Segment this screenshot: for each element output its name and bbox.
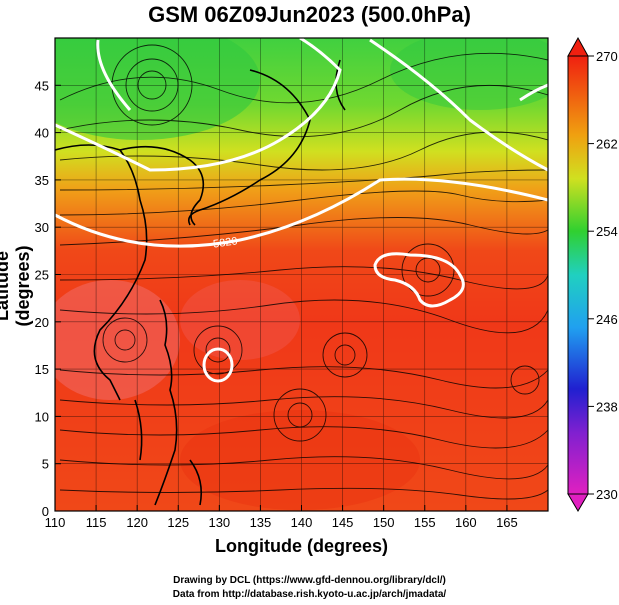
- colorbar-tick-label: 262: [596, 137, 618, 152]
- y-tick-label: 15: [35, 362, 49, 377]
- x-tick-label: 140: [291, 515, 313, 530]
- y-tick-label: 35: [35, 173, 49, 188]
- x-tick-label: 110: [45, 515, 66, 530]
- colorbar-tick-label: 246: [596, 312, 618, 327]
- colorbar-tick-label: 238: [596, 399, 618, 414]
- colorbar-top-arrow: [567, 36, 589, 57]
- colorbar-tick-label: 254: [596, 224, 618, 239]
- x-tick-label: 130: [208, 515, 230, 530]
- credit-data: Data from http://database.rish.kyoto-u.a…: [172, 589, 447, 600]
- x-tick-label: 155: [414, 515, 436, 530]
- colorbar-tick-label: 270: [596, 49, 618, 64]
- y-tick-label: 25: [35, 268, 49, 283]
- y-tick-label: 0: [42, 504, 49, 519]
- x-tick-label: 125: [167, 515, 189, 530]
- height-contours: [55, 38, 548, 383]
- x-tick-label: 150: [373, 515, 395, 530]
- colorbar-tick-label: 230: [596, 487, 618, 502]
- x-axis-label: Longitude (degrees): [214, 536, 388, 556]
- y-axis-label: Latitude (degrees): [0, 245, 33, 327]
- coastlines: [55, 59, 346, 506]
- y-tick-label: 20: [35, 315, 49, 330]
- x-tick-label: 145: [332, 515, 354, 530]
- colorbar-bottom-arrow: [567, 493, 589, 512]
- x-tick-label: 135: [250, 515, 272, 530]
- x-tick-label: 115: [86, 515, 107, 530]
- x-axis-ticks: 110 115 120 125 130 135 140 145 150 155 160 165: [45, 505, 518, 530]
- y-tick-label: 45: [35, 78, 49, 93]
- x-tick-label: 165: [496, 515, 518, 530]
- chart-title: GSM 06Z09Jun2023 (500.0hPa): [148, 2, 471, 27]
- y-tick-label: 30: [35, 220, 49, 235]
- colorbar: 230 238 246 254 262 270: [567, 36, 618, 512]
- wind-streamlines: [59, 44, 548, 500]
- map-plot: 5820 110 115 120 125 130 135 140 145 150 155 160 16…: [35, 36, 618, 530]
- y-tick-label: 10: [35, 409, 49, 424]
- y-tick-label: 5: [42, 457, 49, 472]
- colorbar-ticks: 230 238 246 254 262 270: [588, 49, 618, 502]
- y-tick-label: 40: [35, 126, 49, 141]
- x-tick-label: 120: [126, 515, 148, 530]
- x-tick-label: 160: [455, 515, 477, 530]
- y-axis-ticks: 0 5 10 15 20 25 30 35 40 45: [35, 78, 61, 519]
- colorbar-gradient: [567, 55, 589, 495]
- contour-label: 5820: [212, 235, 238, 250]
- credit-drawing: Drawing by DCL (https://www.gfd-dennou.o…: [173, 575, 446, 586]
